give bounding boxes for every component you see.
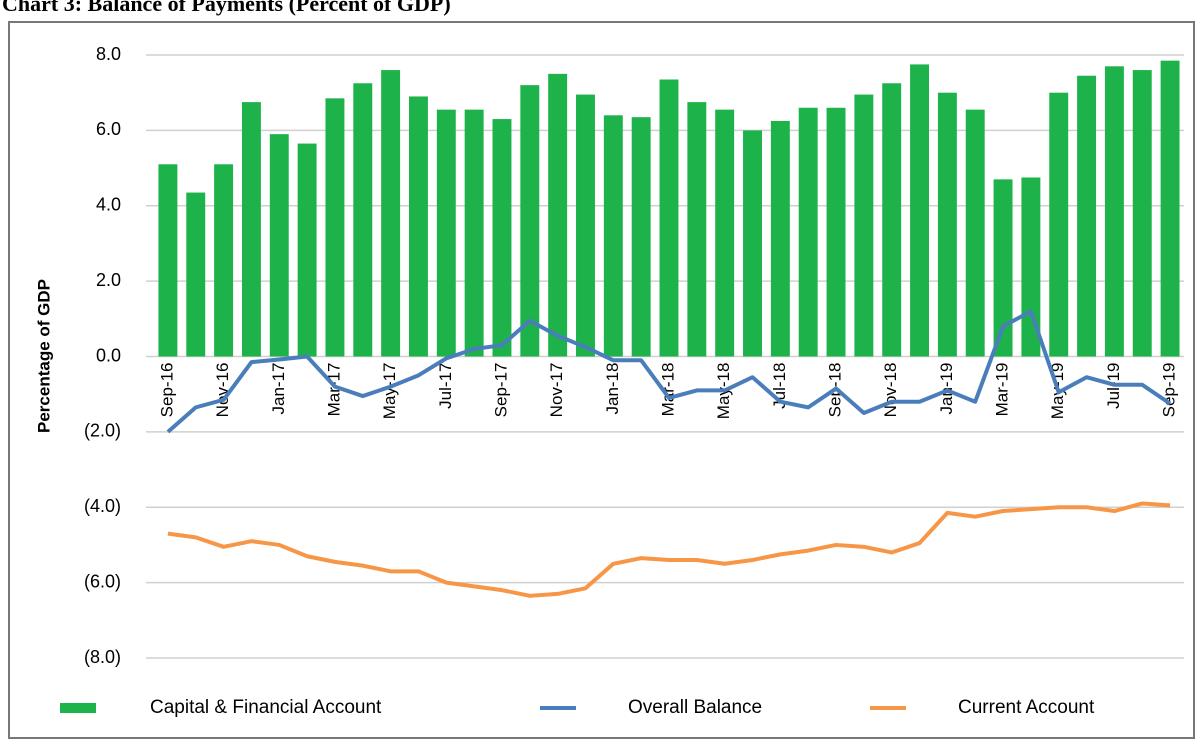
x-tick-label: Jan-18 — [603, 363, 622, 415]
bar — [743, 130, 762, 357]
bar — [1160, 60, 1180, 357]
x-tick-label: Mar-18 — [658, 363, 677, 417]
y-axis-label: Percentage of GDP — [34, 279, 53, 433]
legend-label: Current Account — [958, 697, 1095, 718]
bar — [408, 96, 428, 357]
bar — [297, 143, 317, 357]
bar — [965, 109, 985, 357]
bar — [520, 85, 540, 357]
chart-title: Chart 3: Balance of Payments (Percent of… — [2, 0, 451, 16]
x-tick-label: Nov-16 — [213, 363, 232, 418]
bar — [214, 164, 234, 357]
bar — [241, 102, 261, 357]
x-tick-label: Nov-18 — [881, 363, 900, 418]
bar — [548, 73, 568, 357]
legend-label: Capital & Financial Account — [150, 697, 382, 718]
x-tick-label: Sep-19 — [1160, 363, 1179, 418]
bar — [492, 119, 512, 357]
x-tick-label: May-17 — [380, 363, 399, 420]
y-tick-label: 8.0 — [96, 44, 121, 64]
x-tick-label: Mar-19 — [993, 363, 1012, 417]
legend-swatch — [60, 703, 96, 713]
bar — [882, 83, 902, 357]
bar — [631, 117, 651, 357]
bar — [186, 192, 206, 357]
line — [167, 501, 1171, 598]
bar — [715, 109, 735, 357]
bar — [603, 115, 623, 357]
bar — [158, 164, 178, 357]
y-tick-label: 2.0 — [96, 270, 121, 290]
bar — [826, 107, 846, 357]
x-tick-label: Nov-17 — [547, 363, 566, 418]
bar — [269, 134, 289, 357]
y-tick-label: 6.0 — [96, 119, 121, 139]
y-tick-label: 4.0 — [96, 195, 121, 215]
bar — [1104, 66, 1124, 357]
y-tick-label: (8.0) — [84, 647, 121, 667]
bar — [381, 70, 401, 357]
line — [166, 309, 1172, 434]
x-tick-label: Jan-19 — [937, 363, 956, 415]
bar — [1077, 75, 1097, 357]
bar — [993, 179, 1013, 357]
bar — [687, 102, 707, 357]
x-tick-label: Jul-17 — [436, 363, 455, 409]
bar — [576, 94, 595, 357]
bar — [436, 109, 456, 357]
bar — [353, 83, 373, 357]
bar — [910, 64, 930, 357]
bar — [464, 109, 484, 357]
x-tick-label: Jan-17 — [269, 363, 288, 415]
bar — [798, 107, 818, 357]
frame — [8, 21, 1195, 739]
legend-label: Overall Balance — [628, 697, 762, 718]
bar — [854, 94, 874, 357]
y-tick-label: (2.0) — [84, 421, 121, 441]
x-tick-label: Sep-17 — [491, 363, 510, 418]
bar — [1132, 70, 1152, 357]
y-tick-label: (6.0) — [84, 571, 121, 591]
bar — [937, 92, 957, 357]
bar — [1049, 92, 1069, 357]
bar — [659, 79, 679, 357]
y-tick-label: 0.0 — [96, 345, 121, 365]
x-tick-label: Mar-17 — [324, 363, 343, 417]
x-tick-label: Sep-16 — [157, 363, 176, 418]
y-tick-label: (4.0) — [84, 496, 121, 516]
bar — [770, 120, 790, 357]
bar — [325, 98, 345, 357]
